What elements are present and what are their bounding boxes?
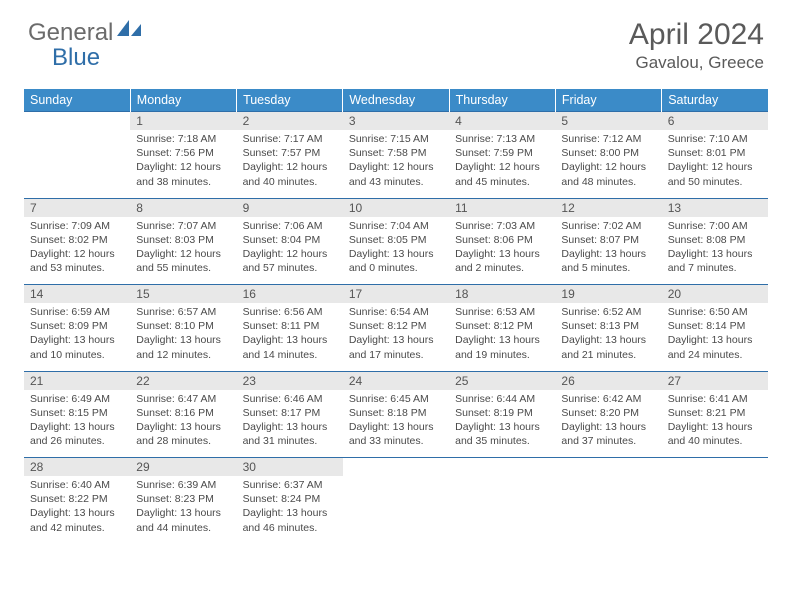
day-cell: Sunrise: 7:06 AMSunset: 8:04 PMDaylight:…: [237, 217, 343, 285]
weekday-header: Wednesday: [343, 89, 449, 112]
day-cell: Sunrise: 6:39 AMSunset: 8:23 PMDaylight:…: [130, 476, 236, 544]
day-cell: Sunrise: 7:18 AMSunset: 7:56 PMDaylight:…: [130, 130, 236, 198]
day-cell: Sunrise: 7:04 AMSunset: 8:05 PMDaylight:…: [343, 217, 449, 285]
day-cell: Sunrise: 6:49 AMSunset: 8:15 PMDaylight:…: [24, 390, 130, 458]
day-cell: Sunrise: 7:00 AMSunset: 8:08 PMDaylight:…: [662, 217, 768, 285]
day-number: 23: [237, 371, 343, 390]
day-cell: Sunrise: 6:40 AMSunset: 8:22 PMDaylight:…: [24, 476, 130, 544]
day-cell: [24, 130, 130, 198]
weekday-header: Saturday: [662, 89, 768, 112]
day-number: 15: [130, 285, 236, 304]
location: Gavalou, Greece: [629, 53, 764, 73]
month-title: April 2024: [629, 18, 764, 51]
day-cell: Sunrise: 7:03 AMSunset: 8:06 PMDaylight:…: [449, 217, 555, 285]
day-cell: Sunrise: 6:47 AMSunset: 8:16 PMDaylight:…: [130, 390, 236, 458]
day-cell: Sunrise: 6:53 AMSunset: 8:12 PMDaylight:…: [449, 303, 555, 371]
day-number: 28: [24, 458, 130, 477]
day-content-row: Sunrise: 6:59 AMSunset: 8:09 PMDaylight:…: [24, 303, 768, 371]
day-number: 8: [130, 198, 236, 217]
day-number: 30: [237, 458, 343, 477]
day-number: [662, 458, 768, 477]
day-cell: Sunrise: 6:45 AMSunset: 8:18 PMDaylight:…: [343, 390, 449, 458]
day-number: 19: [555, 285, 661, 304]
day-number: 24: [343, 371, 449, 390]
day-number: [343, 458, 449, 477]
day-cell: Sunrise: 7:09 AMSunset: 8:02 PMDaylight:…: [24, 217, 130, 285]
day-number: [449, 458, 555, 477]
day-cell: Sunrise: 6:52 AMSunset: 8:13 PMDaylight:…: [555, 303, 661, 371]
day-content-row: Sunrise: 6:40 AMSunset: 8:22 PMDaylight:…: [24, 476, 768, 544]
day-number: 2: [237, 112, 343, 131]
day-number: [24, 112, 130, 131]
weekday-header-row: SundayMondayTuesdayWednesdayThursdayFrid…: [24, 89, 768, 112]
weekday-header: Sunday: [24, 89, 130, 112]
day-cell: Sunrise: 6:54 AMSunset: 8:12 PMDaylight:…: [343, 303, 449, 371]
day-number-row: 21222324252627: [24, 371, 768, 390]
day-number: 25: [449, 371, 555, 390]
weekday-header: Monday: [130, 89, 236, 112]
weekday-header: Thursday: [449, 89, 555, 112]
day-cell: Sunrise: 6:41 AMSunset: 8:21 PMDaylight:…: [662, 390, 768, 458]
day-number: 14: [24, 285, 130, 304]
day-number-row: 78910111213: [24, 198, 768, 217]
day-number: [555, 458, 661, 477]
day-number: 6: [662, 112, 768, 131]
sail-icon: [115, 18, 143, 47]
day-number-row: 14151617181920: [24, 285, 768, 304]
day-cell: Sunrise: 6:44 AMSunset: 8:19 PMDaylight:…: [449, 390, 555, 458]
logo-text-1: General: [28, 19, 113, 47]
day-cell: Sunrise: 7:17 AMSunset: 7:57 PMDaylight:…: [237, 130, 343, 198]
day-number: 13: [662, 198, 768, 217]
day-cell: Sunrise: 7:02 AMSunset: 8:07 PMDaylight:…: [555, 217, 661, 285]
day-cell: Sunrise: 7:13 AMSunset: 7:59 PMDaylight:…: [449, 130, 555, 198]
logo-text-2: Blue: [52, 44, 100, 72]
day-number: 3: [343, 112, 449, 131]
day-cell: Sunrise: 6:42 AMSunset: 8:20 PMDaylight:…: [555, 390, 661, 458]
day-number: 1: [130, 112, 236, 131]
day-cell: Sunrise: 6:59 AMSunset: 8:09 PMDaylight:…: [24, 303, 130, 371]
day-number: 22: [130, 371, 236, 390]
weekday-header: Tuesday: [237, 89, 343, 112]
day-cell: [449, 476, 555, 544]
day-cell: [343, 476, 449, 544]
day-number: 7: [24, 198, 130, 217]
title-block: April 2024 Gavalou, Greece: [629, 18, 764, 73]
day-number: 16: [237, 285, 343, 304]
day-number: 20: [662, 285, 768, 304]
day-cell: Sunrise: 7:10 AMSunset: 8:01 PMDaylight:…: [662, 130, 768, 198]
calendar-table: SundayMondayTuesdayWednesdayThursdayFrid…: [24, 89, 768, 544]
day-number: 17: [343, 285, 449, 304]
day-number-row: 123456: [24, 112, 768, 131]
day-number: 21: [24, 371, 130, 390]
day-number: 26: [555, 371, 661, 390]
header: General Blue April 2024 Gavalou, Greece: [0, 0, 792, 81]
day-number: 27: [662, 371, 768, 390]
day-cell: Sunrise: 7:15 AMSunset: 7:58 PMDaylight:…: [343, 130, 449, 198]
day-cell: Sunrise: 6:50 AMSunset: 8:14 PMDaylight:…: [662, 303, 768, 371]
day-cell: [662, 476, 768, 544]
day-number-row: 282930: [24, 458, 768, 477]
day-number: 5: [555, 112, 661, 131]
weekday-header: Friday: [555, 89, 661, 112]
day-cell: Sunrise: 7:07 AMSunset: 8:03 PMDaylight:…: [130, 217, 236, 285]
day-cell: Sunrise: 6:37 AMSunset: 8:24 PMDaylight:…: [237, 476, 343, 544]
day-cell: Sunrise: 6:46 AMSunset: 8:17 PMDaylight:…: [237, 390, 343, 458]
day-cell: [555, 476, 661, 544]
day-content-row: Sunrise: 6:49 AMSunset: 8:15 PMDaylight:…: [24, 390, 768, 458]
day-number: 12: [555, 198, 661, 217]
day-number: 18: [449, 285, 555, 304]
logo: General Blue: [28, 18, 143, 47]
day-number: 29: [130, 458, 236, 477]
day-content-row: Sunrise: 7:18 AMSunset: 7:56 PMDaylight:…: [24, 130, 768, 198]
day-cell: Sunrise: 6:57 AMSunset: 8:10 PMDaylight:…: [130, 303, 236, 371]
day-number: 11: [449, 198, 555, 217]
day-content-row: Sunrise: 7:09 AMSunset: 8:02 PMDaylight:…: [24, 217, 768, 285]
day-number: 9: [237, 198, 343, 217]
day-number: 10: [343, 198, 449, 217]
day-cell: Sunrise: 7:12 AMSunset: 8:00 PMDaylight:…: [555, 130, 661, 198]
day-number: 4: [449, 112, 555, 131]
day-cell: Sunrise: 6:56 AMSunset: 8:11 PMDaylight:…: [237, 303, 343, 371]
